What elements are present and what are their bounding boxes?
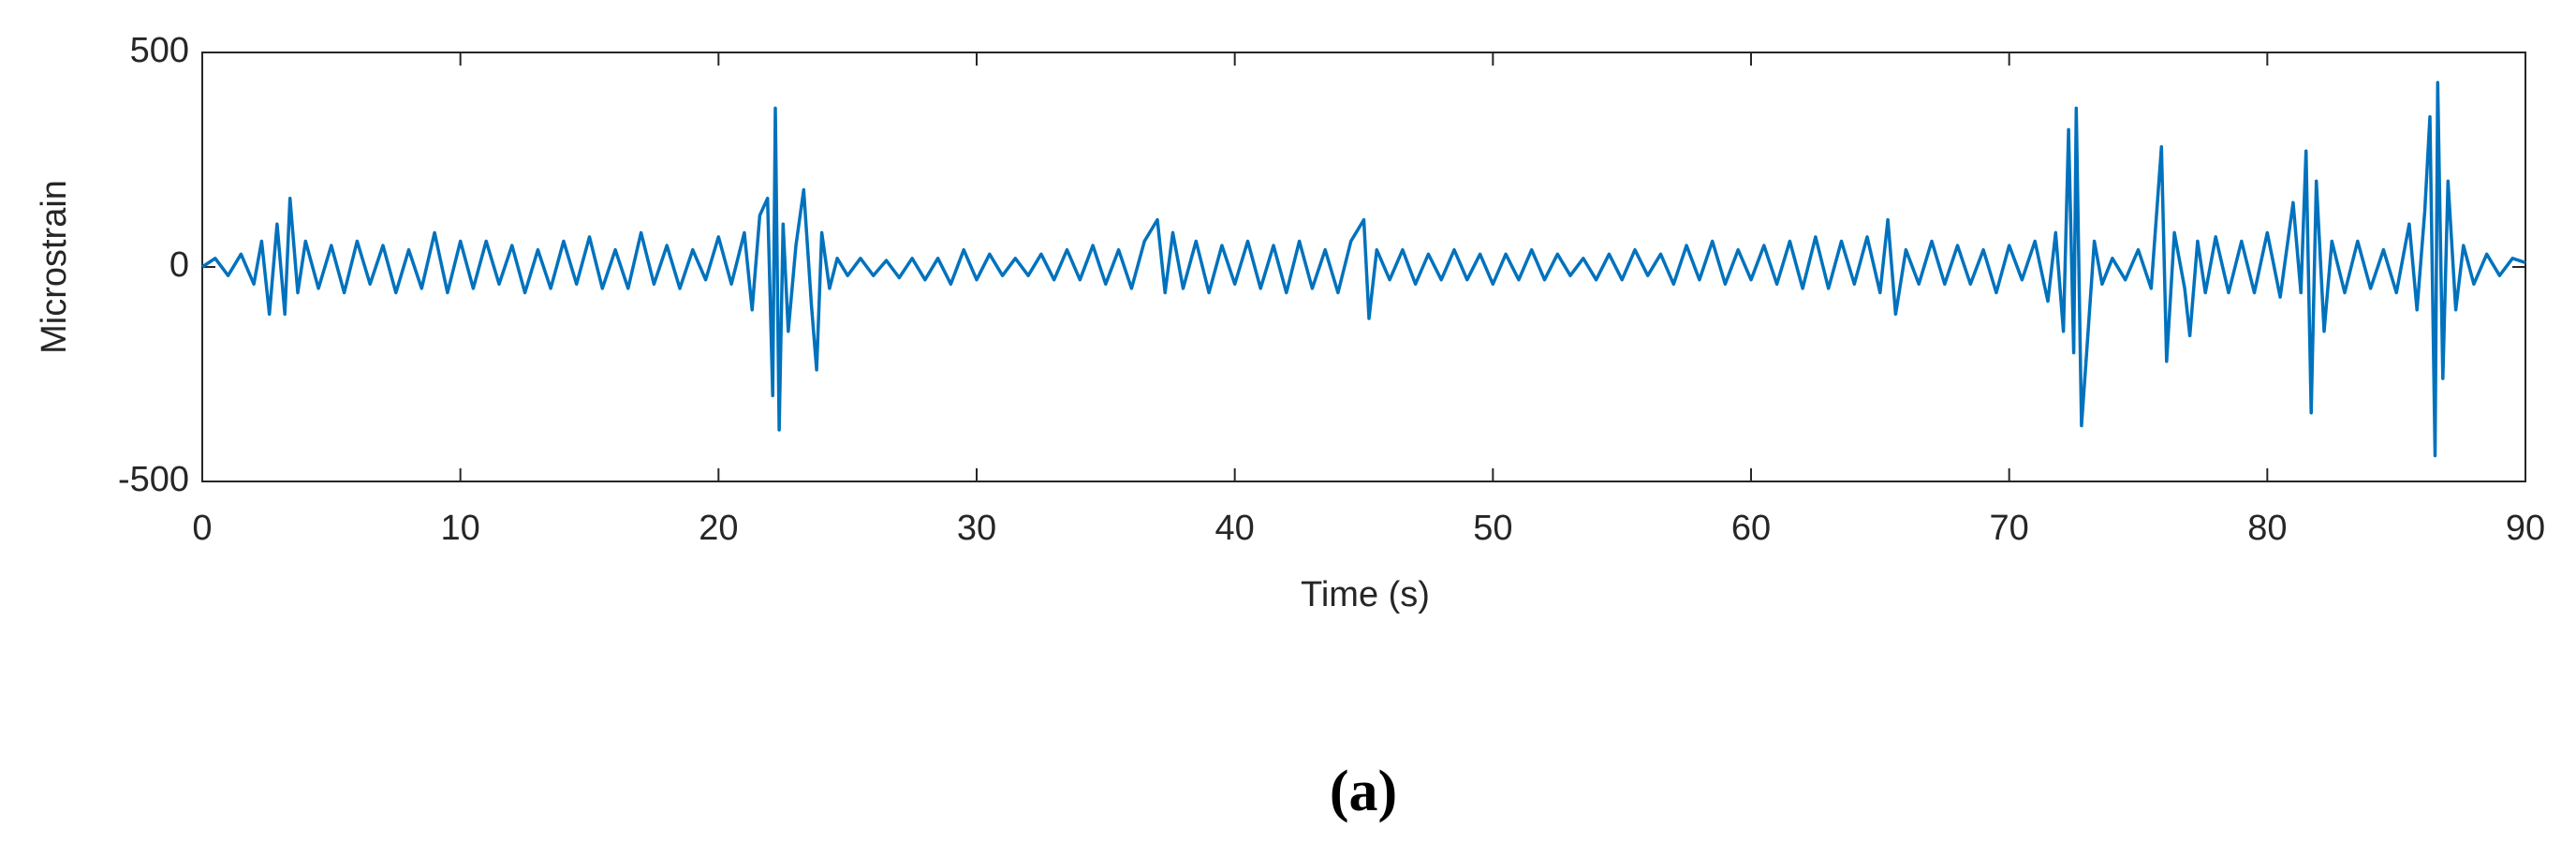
x-tick-label: 90 <box>2506 509 2545 548</box>
x-tick-label: 30 <box>957 509 996 548</box>
y-axis-label: Microstrain <box>35 180 74 354</box>
panel-label: (a) <box>1330 760 1397 823</box>
x-tick-label: 20 <box>699 509 738 548</box>
x-axis-label: Time (s) <box>1301 575 1430 614</box>
y-tick-label: 0 <box>169 245 189 285</box>
y-tick-label: 500 <box>130 31 189 70</box>
x-tick-label: 0 <box>192 509 212 548</box>
x-tick-label: 50 <box>1473 509 1512 548</box>
x-tick-label: 80 <box>2247 509 2287 548</box>
x-tick-label: 60 <box>1731 509 1771 548</box>
x-tick-label: 10 <box>441 509 480 548</box>
x-tick-label: 40 <box>1215 509 1255 548</box>
plot-frame <box>201 52 2526 482</box>
data-line <box>201 81 2526 458</box>
x-tick-label: 70 <box>1990 509 2029 548</box>
y-tick-label: -500 <box>118 460 189 499</box>
